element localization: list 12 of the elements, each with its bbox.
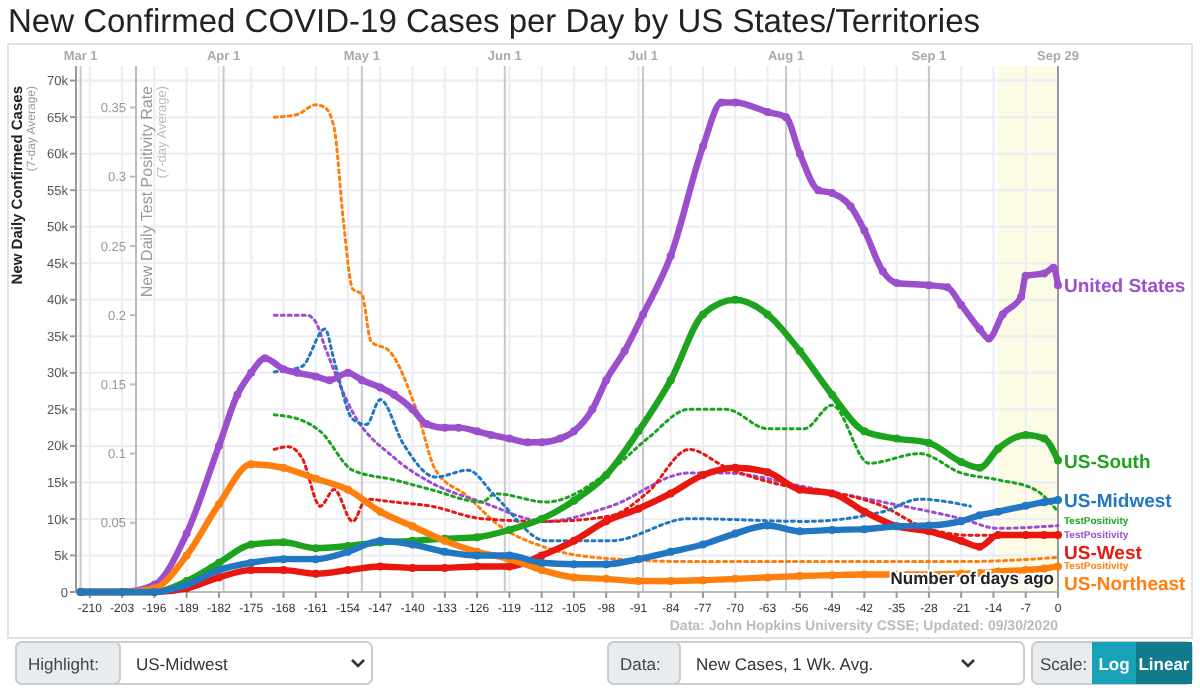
- text: Scale:: [1040, 654, 1088, 674]
- text: Data:: [620, 654, 661, 674]
- series-label: United States: [1064, 276, 1186, 299]
- series-label: US-Northeast: [1064, 574, 1188, 597]
- text: Highlight:: [28, 654, 99, 674]
- text: Log: [1098, 654, 1130, 674]
- text: Linear: [1138, 654, 1191, 674]
- text: US-Midwest: [136, 654, 229, 674]
- chart-title: New Confirmed COVID-19 Cases per Day by US States/Territories: [8, 4, 980, 40]
- series-label: US-Midwest: [1064, 490, 1174, 513]
- text: New Cases, 1 Wk. Avg.: [696, 654, 874, 674]
- series-label: US-South: [1064, 451, 1151, 474]
